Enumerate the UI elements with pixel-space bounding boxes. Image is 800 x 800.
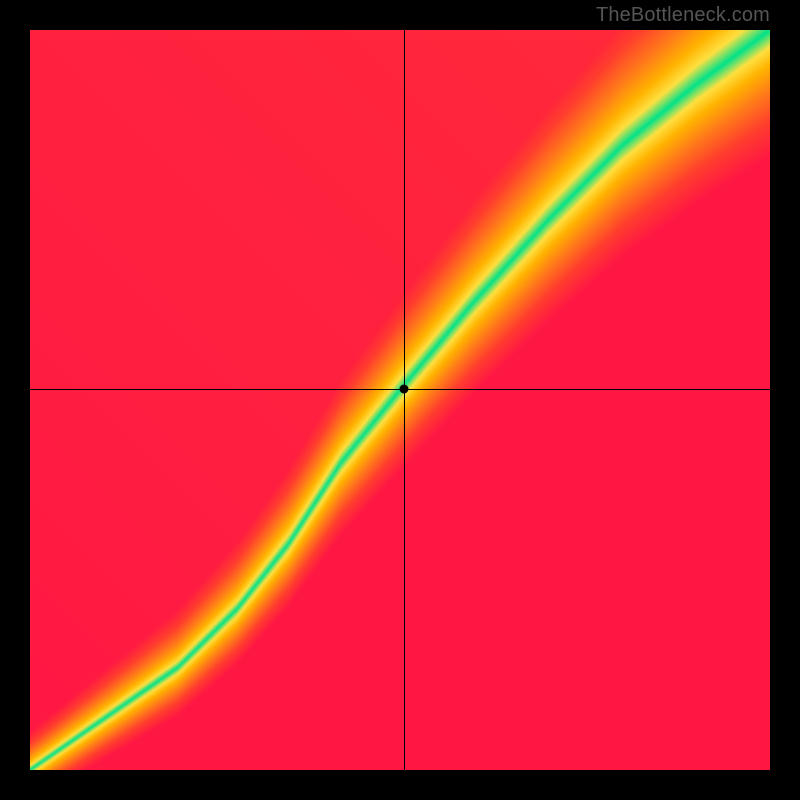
- watermark-text: TheBottleneck.com: [596, 0, 770, 30]
- crosshair-vertical: [404, 30, 405, 770]
- crosshair-marker: [399, 384, 408, 393]
- chart-frame: TheBottleneck.com: [0, 0, 800, 800]
- heatmap-canvas: [30, 30, 770, 770]
